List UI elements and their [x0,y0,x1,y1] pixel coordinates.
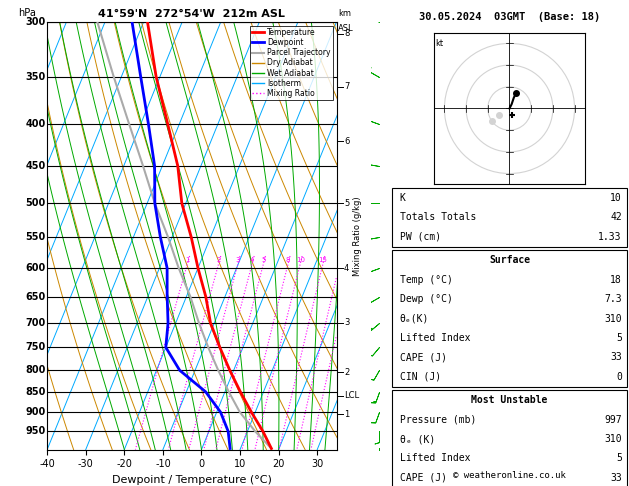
Text: 10: 10 [610,193,622,203]
Text: 750: 750 [26,342,46,352]
Text: 310: 310 [604,313,622,324]
Text: 8: 8 [344,29,350,38]
Text: 800: 800 [25,365,46,375]
Text: 5: 5 [344,199,349,208]
Text: 3: 3 [236,257,240,263]
Text: 2: 2 [344,368,349,377]
Text: 350: 350 [26,71,46,82]
Text: 300: 300 [26,17,46,27]
Text: 310: 310 [604,434,622,444]
Text: 5: 5 [616,453,622,464]
Text: 2: 2 [216,257,221,263]
Text: 8: 8 [286,257,291,263]
Text: 15: 15 [319,257,328,263]
Text: 650: 650 [26,292,46,301]
Text: Mixing Ratio (g/kg): Mixing Ratio (g/kg) [353,196,362,276]
Text: Most Unstable: Most Unstable [471,395,548,405]
Text: 4: 4 [250,257,255,263]
Text: 850: 850 [25,387,46,397]
Text: 700: 700 [26,318,46,328]
Text: 1: 1 [186,257,190,263]
Text: LCL: LCL [344,392,359,400]
Text: θₑ (K): θₑ (K) [399,434,435,444]
Text: 33: 33 [610,352,622,363]
Text: PW (cm): PW (cm) [399,232,441,242]
Text: 1.33: 1.33 [598,232,622,242]
Text: 33: 33 [610,473,622,483]
Text: 41°59'N  272°54'W  212m ASL: 41°59'N 272°54'W 212m ASL [98,9,286,19]
Text: hPa: hPa [18,8,36,17]
Text: Pressure (mb): Pressure (mb) [399,415,476,425]
Text: km: km [338,9,351,17]
Text: kt: kt [436,39,444,48]
Text: 450: 450 [26,161,46,171]
Text: 42: 42 [610,212,622,223]
Text: 3: 3 [344,318,350,328]
Text: 997: 997 [604,415,622,425]
Text: 600: 600 [26,263,46,273]
Text: CIN (J): CIN (J) [399,372,441,382]
Text: K: K [399,193,406,203]
Text: Lifted Index: Lifted Index [399,333,470,343]
Text: 550: 550 [26,232,46,242]
Text: 30.05.2024  03GMT  (Base: 18): 30.05.2024 03GMT (Base: 18) [419,12,600,22]
Text: 5: 5 [262,257,265,263]
Text: 7.3: 7.3 [604,294,622,304]
Text: ASL: ASL [338,23,353,33]
Text: Dewp (°C): Dewp (°C) [399,294,452,304]
Text: 6: 6 [344,137,350,146]
Text: Totals Totals: Totals Totals [399,212,476,223]
X-axis label: Dewpoint / Temperature (°C): Dewpoint / Temperature (°C) [112,475,272,485]
Text: 1: 1 [344,410,349,418]
Text: Surface: Surface [489,255,530,265]
Text: 500: 500 [26,198,46,208]
Text: 950: 950 [26,426,46,436]
Text: 10: 10 [296,257,305,263]
Text: CAPE (J): CAPE (J) [399,352,447,363]
Text: 0: 0 [616,372,622,382]
Text: 4: 4 [344,263,349,273]
Text: 7: 7 [344,82,350,91]
Text: 5: 5 [616,333,622,343]
Text: 18: 18 [610,275,622,285]
Text: Lifted Index: Lifted Index [399,453,470,464]
Text: CAPE (J): CAPE (J) [399,473,447,483]
Text: 400: 400 [26,119,46,129]
Text: Temp (°C): Temp (°C) [399,275,452,285]
Text: θₑ(K): θₑ(K) [399,313,429,324]
Text: 900: 900 [26,407,46,417]
Legend: Temperature, Dewpoint, Parcel Trajectory, Dry Adiabat, Wet Adiabat, Isotherm, Mi: Temperature, Dewpoint, Parcel Trajectory… [250,26,333,100]
Text: © weatheronline.co.uk: © weatheronline.co.uk [453,471,566,480]
